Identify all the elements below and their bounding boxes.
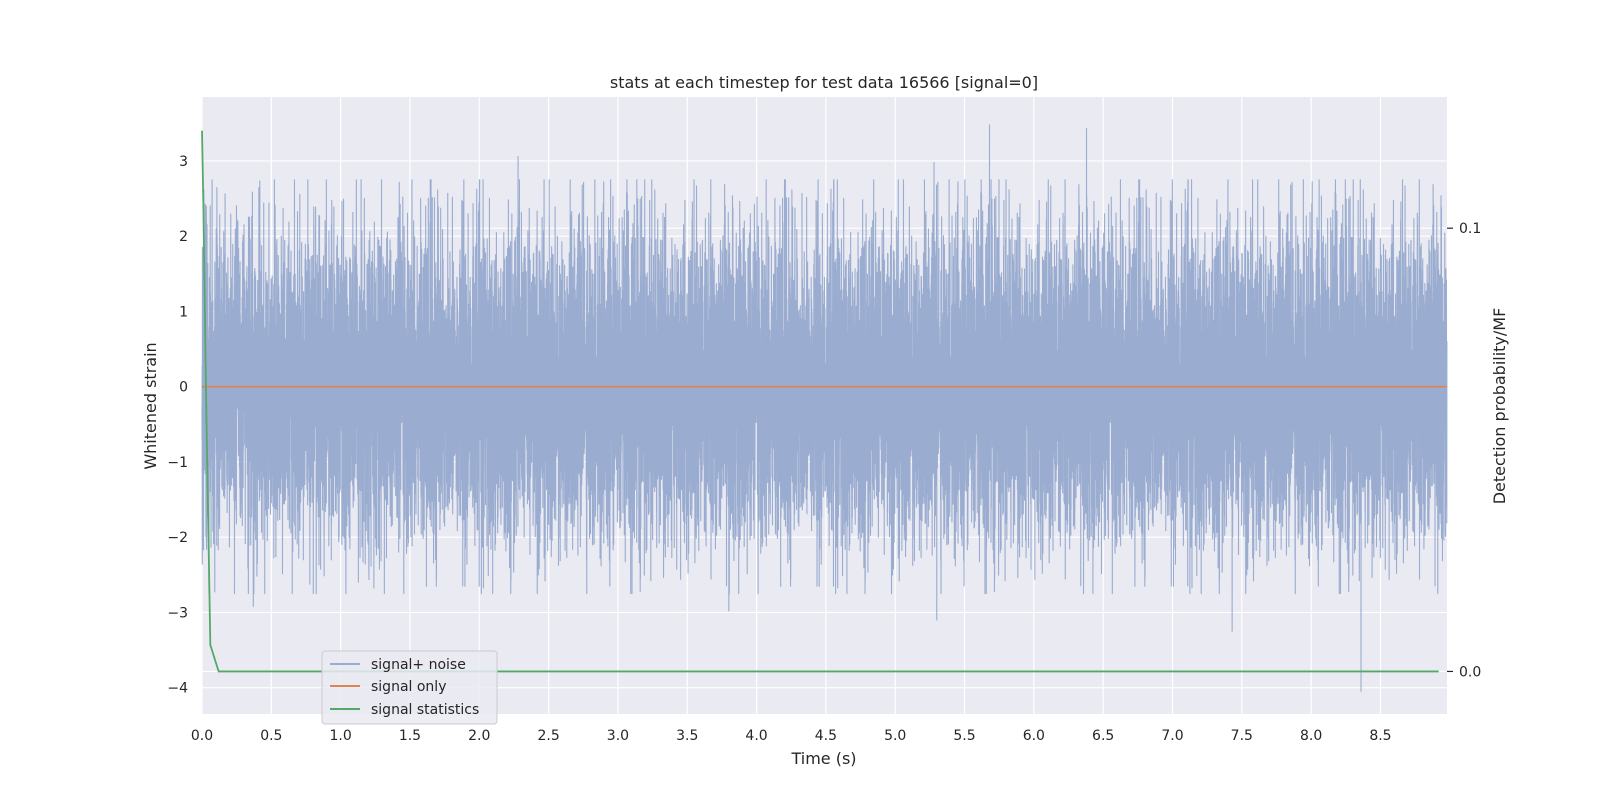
y2-tick-label: 0.1 [1459, 221, 1481, 237]
y-tick-label: 3 [179, 154, 188, 170]
x-tick-label: 7.0 [1161, 728, 1183, 744]
series-signal-noise-line [201, 124, 1448, 692]
x-tick-label: 5.5 [953, 728, 975, 744]
y-tick-label: −3 [167, 605, 188, 621]
chart-title: stats at each timestep for test data 165… [610, 73, 1038, 92]
x-tick-label: 1.0 [330, 728, 352, 744]
x-tick-label: 6.5 [1092, 728, 1114, 744]
y-tick-label: −2 [167, 530, 188, 546]
legend-box [321, 650, 498, 725]
y2-tick-label: 0.0 [1459, 664, 1481, 680]
series-signal-statistics-line [201, 130, 1439, 673]
legend-label-signal-only: signal only [371, 679, 446, 695]
x-tick-label: 8.0 [1300, 728, 1322, 744]
x-axis-title: Time (s) [790, 749, 856, 768]
y-axis-left: 3 2 1 0 −1 −2 −3 −4 [167, 154, 188, 697]
x-tick-label: 0.5 [260, 728, 282, 744]
x-tick-label: 3.5 [676, 728, 698, 744]
legend-label-signal-statistics: signal statistics [371, 702, 479, 718]
y-tick-label: 1 [179, 304, 188, 320]
y-axis-right: 0.1 0.0 [1447, 221, 1481, 680]
y-tick-label: 0 [179, 380, 188, 396]
y-tick-label: −1 [167, 455, 188, 471]
legend-label-signal-noise: signal+ noise [371, 657, 466, 673]
x-tick-label: 3.0 [607, 728, 629, 744]
legend: signal+ noise signal only signal statist… [321, 650, 498, 725]
x-tick-label: 4.5 [815, 728, 837, 744]
x-tick-label: 2.5 [537, 728, 559, 744]
y-tick-label: −4 [167, 681, 188, 697]
x-tick-label: 1.5 [399, 728, 421, 744]
y-tick-label: 2 [179, 229, 188, 245]
x-tick-label: 2.0 [468, 728, 490, 744]
x-tick-label: 5.0 [884, 728, 906, 744]
series-layer [201, 124, 1448, 692]
x-tick-label: 8.5 [1369, 728, 1391, 744]
x-tick-label: 6.0 [1023, 728, 1045, 744]
x-tick-label: 0.0 [191, 728, 213, 744]
x-tick-label: 7.5 [1231, 728, 1253, 744]
x-tick-label: 4.0 [745, 728, 767, 744]
y-axis-title: Whitened strain [141, 342, 160, 469]
x-axis: 0.0 0.5 1.0 1.5 2.0 2.5 3.0 3.5 4.0 4.5 5.0 5.5 6.0 6… [191, 728, 1392, 744]
y2-axis-title: Detection probability/MF [1490, 308, 1509, 505]
